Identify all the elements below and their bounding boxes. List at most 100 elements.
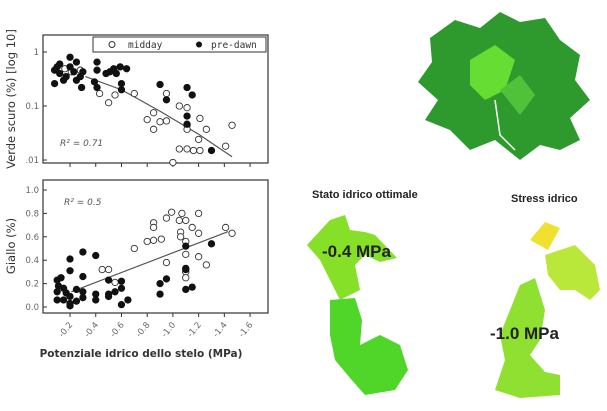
point-pre-dawn xyxy=(72,76,81,84)
point-midday xyxy=(162,214,171,222)
point-pre-dawn xyxy=(72,297,81,305)
point-midday xyxy=(130,89,138,98)
point-midday xyxy=(167,208,176,216)
legend-label-pre-dawn: pre-dawn xyxy=(211,40,257,51)
point-midday xyxy=(228,121,236,129)
point-pre-dawn xyxy=(59,296,68,304)
point-pre-dawn xyxy=(156,279,164,288)
point-midday xyxy=(182,274,190,282)
point-pre-dawn xyxy=(53,288,61,296)
point-midday xyxy=(176,233,185,241)
point-pre-dawn xyxy=(124,296,132,304)
point-midday xyxy=(162,117,171,125)
point-pre-dawn xyxy=(188,91,196,99)
point-pre-dawn xyxy=(188,283,196,291)
point-midday xyxy=(178,209,186,218)
point-pre-dawn xyxy=(53,296,61,304)
point-pre-dawn xyxy=(53,63,61,71)
point-pre-dawn xyxy=(93,66,101,74)
point-pre-dawn xyxy=(183,112,191,120)
point-midday xyxy=(95,89,104,98)
x-tick-label: -0.2 xyxy=(57,321,75,340)
point-pre-dawn xyxy=(182,242,190,250)
point-pre-dawn xyxy=(117,79,126,88)
point-pre-dawn xyxy=(72,58,81,66)
point-midday xyxy=(196,146,204,155)
point-midday xyxy=(182,216,190,225)
point-pre-dawn xyxy=(156,290,164,298)
point-pre-dawn xyxy=(183,83,191,92)
x-tick-label: -0.6 xyxy=(108,321,126,340)
point-pre-dawn xyxy=(66,292,74,301)
top-trend-line xyxy=(85,76,233,158)
point-pre-dawn xyxy=(106,68,114,76)
point-pre-dawn xyxy=(66,302,74,310)
point-pre-dawn xyxy=(59,76,68,84)
stress-title: Stress idrico xyxy=(511,193,578,205)
legend: midday pre-dawn xyxy=(92,36,267,53)
point-pre-dawn xyxy=(156,80,164,89)
point-midday xyxy=(169,158,177,167)
point-midday xyxy=(183,104,191,112)
point-pre-dawn xyxy=(183,120,191,128)
point-pre-dawn xyxy=(66,255,74,263)
bottom-trend-line xyxy=(71,230,229,293)
y-tick-label: 0.2 xyxy=(25,280,39,290)
point-midday xyxy=(194,253,203,261)
x-tick-label: -0.4 xyxy=(83,321,101,340)
point-midday xyxy=(111,91,119,99)
optimal-title: Stato idrico ottimale xyxy=(312,189,418,201)
point-midday xyxy=(104,265,113,274)
point-midday xyxy=(149,125,158,133)
point-midday xyxy=(221,223,230,232)
y-tick-label: 0.8 xyxy=(25,209,39,219)
point-pre-dawn xyxy=(50,79,59,88)
point-pre-dawn xyxy=(162,96,171,104)
bottom-plot: 1.00.80.60.40.20.0 -0.2 -0.4 -0.6 -0.8 -1.0-… xyxy=(4,179,269,360)
point-midday xyxy=(194,209,203,218)
point-midday xyxy=(143,237,151,246)
x-tick-label: -1.4 xyxy=(211,321,229,340)
point-midday xyxy=(188,223,196,232)
point-midday xyxy=(130,244,138,253)
top-plot: 1 0.1 .01 R² = 0.71 midday pre-dawn Verde … xyxy=(4,29,269,169)
point-pre-dawn xyxy=(116,63,124,71)
top-y-axis-label: Verde scuro (%) [log 10] xyxy=(4,29,18,169)
point-midday xyxy=(162,89,171,98)
point-midday xyxy=(194,229,203,237)
y-tick-label: 0.4 xyxy=(25,256,39,266)
point-pre-dawn xyxy=(66,267,74,275)
point-midday xyxy=(221,142,230,150)
point-midday xyxy=(202,261,210,269)
point-pre-dawn xyxy=(104,276,113,284)
point-midday xyxy=(149,236,158,244)
point-pre-dawn xyxy=(79,248,87,256)
x-tick-label: -0.8 xyxy=(134,321,152,340)
y-tick-label: 1 xyxy=(34,48,39,58)
stress-value: -1.0 MPa xyxy=(490,324,559,343)
point-pre-dawn xyxy=(117,301,126,309)
point-pre-dawn xyxy=(79,272,87,281)
stressed-plant-image xyxy=(495,222,600,398)
x-axis-label: Potenziale idrico dello stelo (MPa) xyxy=(40,348,243,360)
x-tick-label: -1.2 xyxy=(186,321,204,340)
optimal-water-plant-image xyxy=(307,215,408,395)
legend-marker-pre-dawn xyxy=(196,41,202,48)
point-pre-dawn xyxy=(207,240,216,248)
legend-box xyxy=(92,36,267,53)
bottom-plot-frame xyxy=(42,179,269,314)
point-midday xyxy=(111,278,119,287)
point-pre-dawn xyxy=(182,285,190,294)
point-pre-dawn xyxy=(117,277,126,285)
point-pre-dawn xyxy=(70,68,78,76)
point-pre-dawn xyxy=(122,65,131,73)
point-midday xyxy=(156,118,164,126)
point-pre-dawn xyxy=(57,274,65,282)
point-pre-dawn xyxy=(112,69,120,78)
y-tick-label: 1.0 xyxy=(25,186,39,196)
point-midday xyxy=(228,229,236,237)
point-pre-dawn xyxy=(207,146,216,155)
point-pre-dawn xyxy=(111,288,119,296)
point-pre-dawn xyxy=(93,58,101,66)
point-midday xyxy=(157,235,165,243)
